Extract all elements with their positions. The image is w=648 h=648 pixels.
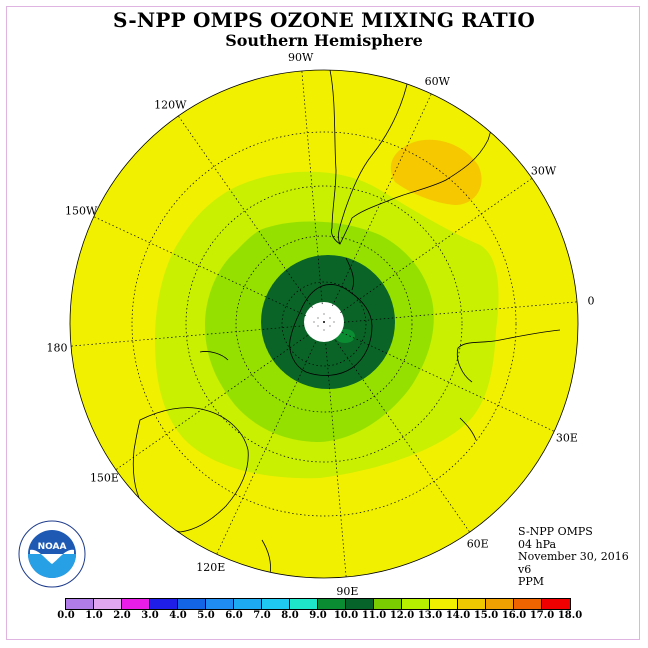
- colorbar-ticks: 0.0 1.0 2.0 3.0 4.0 5.0 6.0 7.0 8.0 9.0 10.0 11.0 12…: [0, 610, 648, 624]
- colorbar-swatch: [374, 599, 402, 609]
- page-subtitle: Southern Hemisphere: [225, 31, 423, 50]
- colorbar-tick-label: 12.0: [389, 610, 415, 621]
- meridian-line: [343, 301, 578, 323]
- colorbar-swatch: [346, 599, 374, 609]
- longitude-label: 30E: [556, 431, 578, 444]
- longitude-label: 60W: [425, 75, 451, 88]
- colorbar-tick-label: 15.0: [473, 610, 499, 621]
- meridian-line: [70, 325, 305, 347]
- longitude-label: 120W: [154, 98, 187, 111]
- longitude-label: 60E: [467, 538, 489, 551]
- ozone-field-orange: [390, 139, 482, 205]
- meridian-line: [216, 341, 316, 555]
- info-version: v6: [518, 562, 532, 576]
- longitude-label: 180: [47, 341, 68, 354]
- colorbar-swatch: [234, 599, 262, 609]
- longitude-label: 90E: [336, 585, 358, 598]
- meridian-line: [115, 335, 308, 470]
- colorbar-tick-label: 18.0: [557, 610, 583, 621]
- pole-marker: [313, 313, 335, 331]
- meridian-line: [178, 115, 313, 308]
- longitude-lines: [70, 70, 578, 578]
- colorbar-tick-label: 4.0: [169, 610, 187, 621]
- longitude-label: 150E: [90, 472, 119, 485]
- colorbar-tick-label: 3.0: [141, 610, 159, 621]
- colorbar-swatch: [486, 599, 514, 609]
- logo-text: NOAA: [38, 542, 67, 552]
- colorbar-tick-label: 11.0: [361, 610, 387, 621]
- colorbar-tick-label: 10.0: [333, 610, 359, 621]
- info-units: PPM: [518, 575, 545, 588]
- longitude-label: 150W: [65, 205, 98, 218]
- colorbar-swatch: [542, 599, 570, 609]
- colorbar-tick-label: 17.0: [529, 610, 555, 621]
- colorbar-swatch: [94, 599, 122, 609]
- longitude-label: 120E: [196, 561, 225, 574]
- meridian-line: [332, 93, 432, 307]
- colorbar-tick-label: 9.0: [309, 610, 327, 621]
- info-date: November 30, 2016: [518, 550, 629, 563]
- colorbar-swatch: [66, 599, 94, 609]
- colorbar-swatch: [318, 599, 346, 609]
- colorbar-tick-label: 6.0: [225, 610, 243, 621]
- colorbar-swatch: [402, 599, 430, 609]
- map-border: [69, 69, 579, 579]
- noaa-logo: NOAA: [18, 520, 86, 588]
- meridian-line: [341, 332, 555, 432]
- colorbar-tick-label: 0.0: [57, 610, 75, 621]
- colorbar-tick-label: 13.0: [417, 610, 443, 621]
- colorbar-swatch: [206, 599, 234, 609]
- meridian-line: [335, 340, 470, 533]
- longitude-labels: 90W 60W 30W 0 30E 60E 90E 120E 150E 180 150W 120W: [47, 51, 595, 598]
- colorbar-swatch: [122, 599, 150, 609]
- longitude-label: 30W: [531, 164, 557, 177]
- colorbar-swatch: [178, 599, 206, 609]
- colorbar-swatch: [290, 599, 318, 609]
- page-title: S-NPP OMPS OZONE MIXING RATIO: [113, 8, 535, 32]
- meridian-line: [340, 178, 533, 313]
- colorbar-tick-label: 7.0: [253, 610, 271, 621]
- colorbar-tick-label: 5.0: [197, 610, 215, 621]
- page-frame: [6, 6, 640, 640]
- colorbar-swatch: [430, 599, 458, 609]
- colorbar-swatch: [514, 599, 542, 609]
- latitude-circles: [131, 131, 517, 517]
- info-instrument: S-NPP OMPS: [518, 525, 593, 538]
- longitude-label: 0: [587, 295, 594, 308]
- colorbar-tick-label: 14.0: [445, 610, 471, 621]
- colorbar-tick-label: 1.0: [85, 610, 103, 621]
- colorbar-tick-label: 16.0: [501, 610, 527, 621]
- meridian-line: [325, 343, 347, 578]
- colorbar-swatch: [262, 599, 290, 609]
- colorbar-swatch: [150, 599, 178, 609]
- colorbar: [65, 598, 571, 610]
- colorbar-tick-label: 2.0: [113, 610, 131, 621]
- longitude-label: 90W: [288, 51, 314, 64]
- meridian-line: [93, 216, 307, 316]
- colorbar-swatch: [458, 599, 486, 609]
- info-panel: S-NPP OMPS 04 hPa November 30, 2016 v6 P…: [518, 525, 629, 589]
- info-level: 04 hPa: [518, 537, 557, 551]
- meridian-line: [301, 70, 323, 305]
- colorbar-tick-label: 8.0: [281, 610, 299, 621]
